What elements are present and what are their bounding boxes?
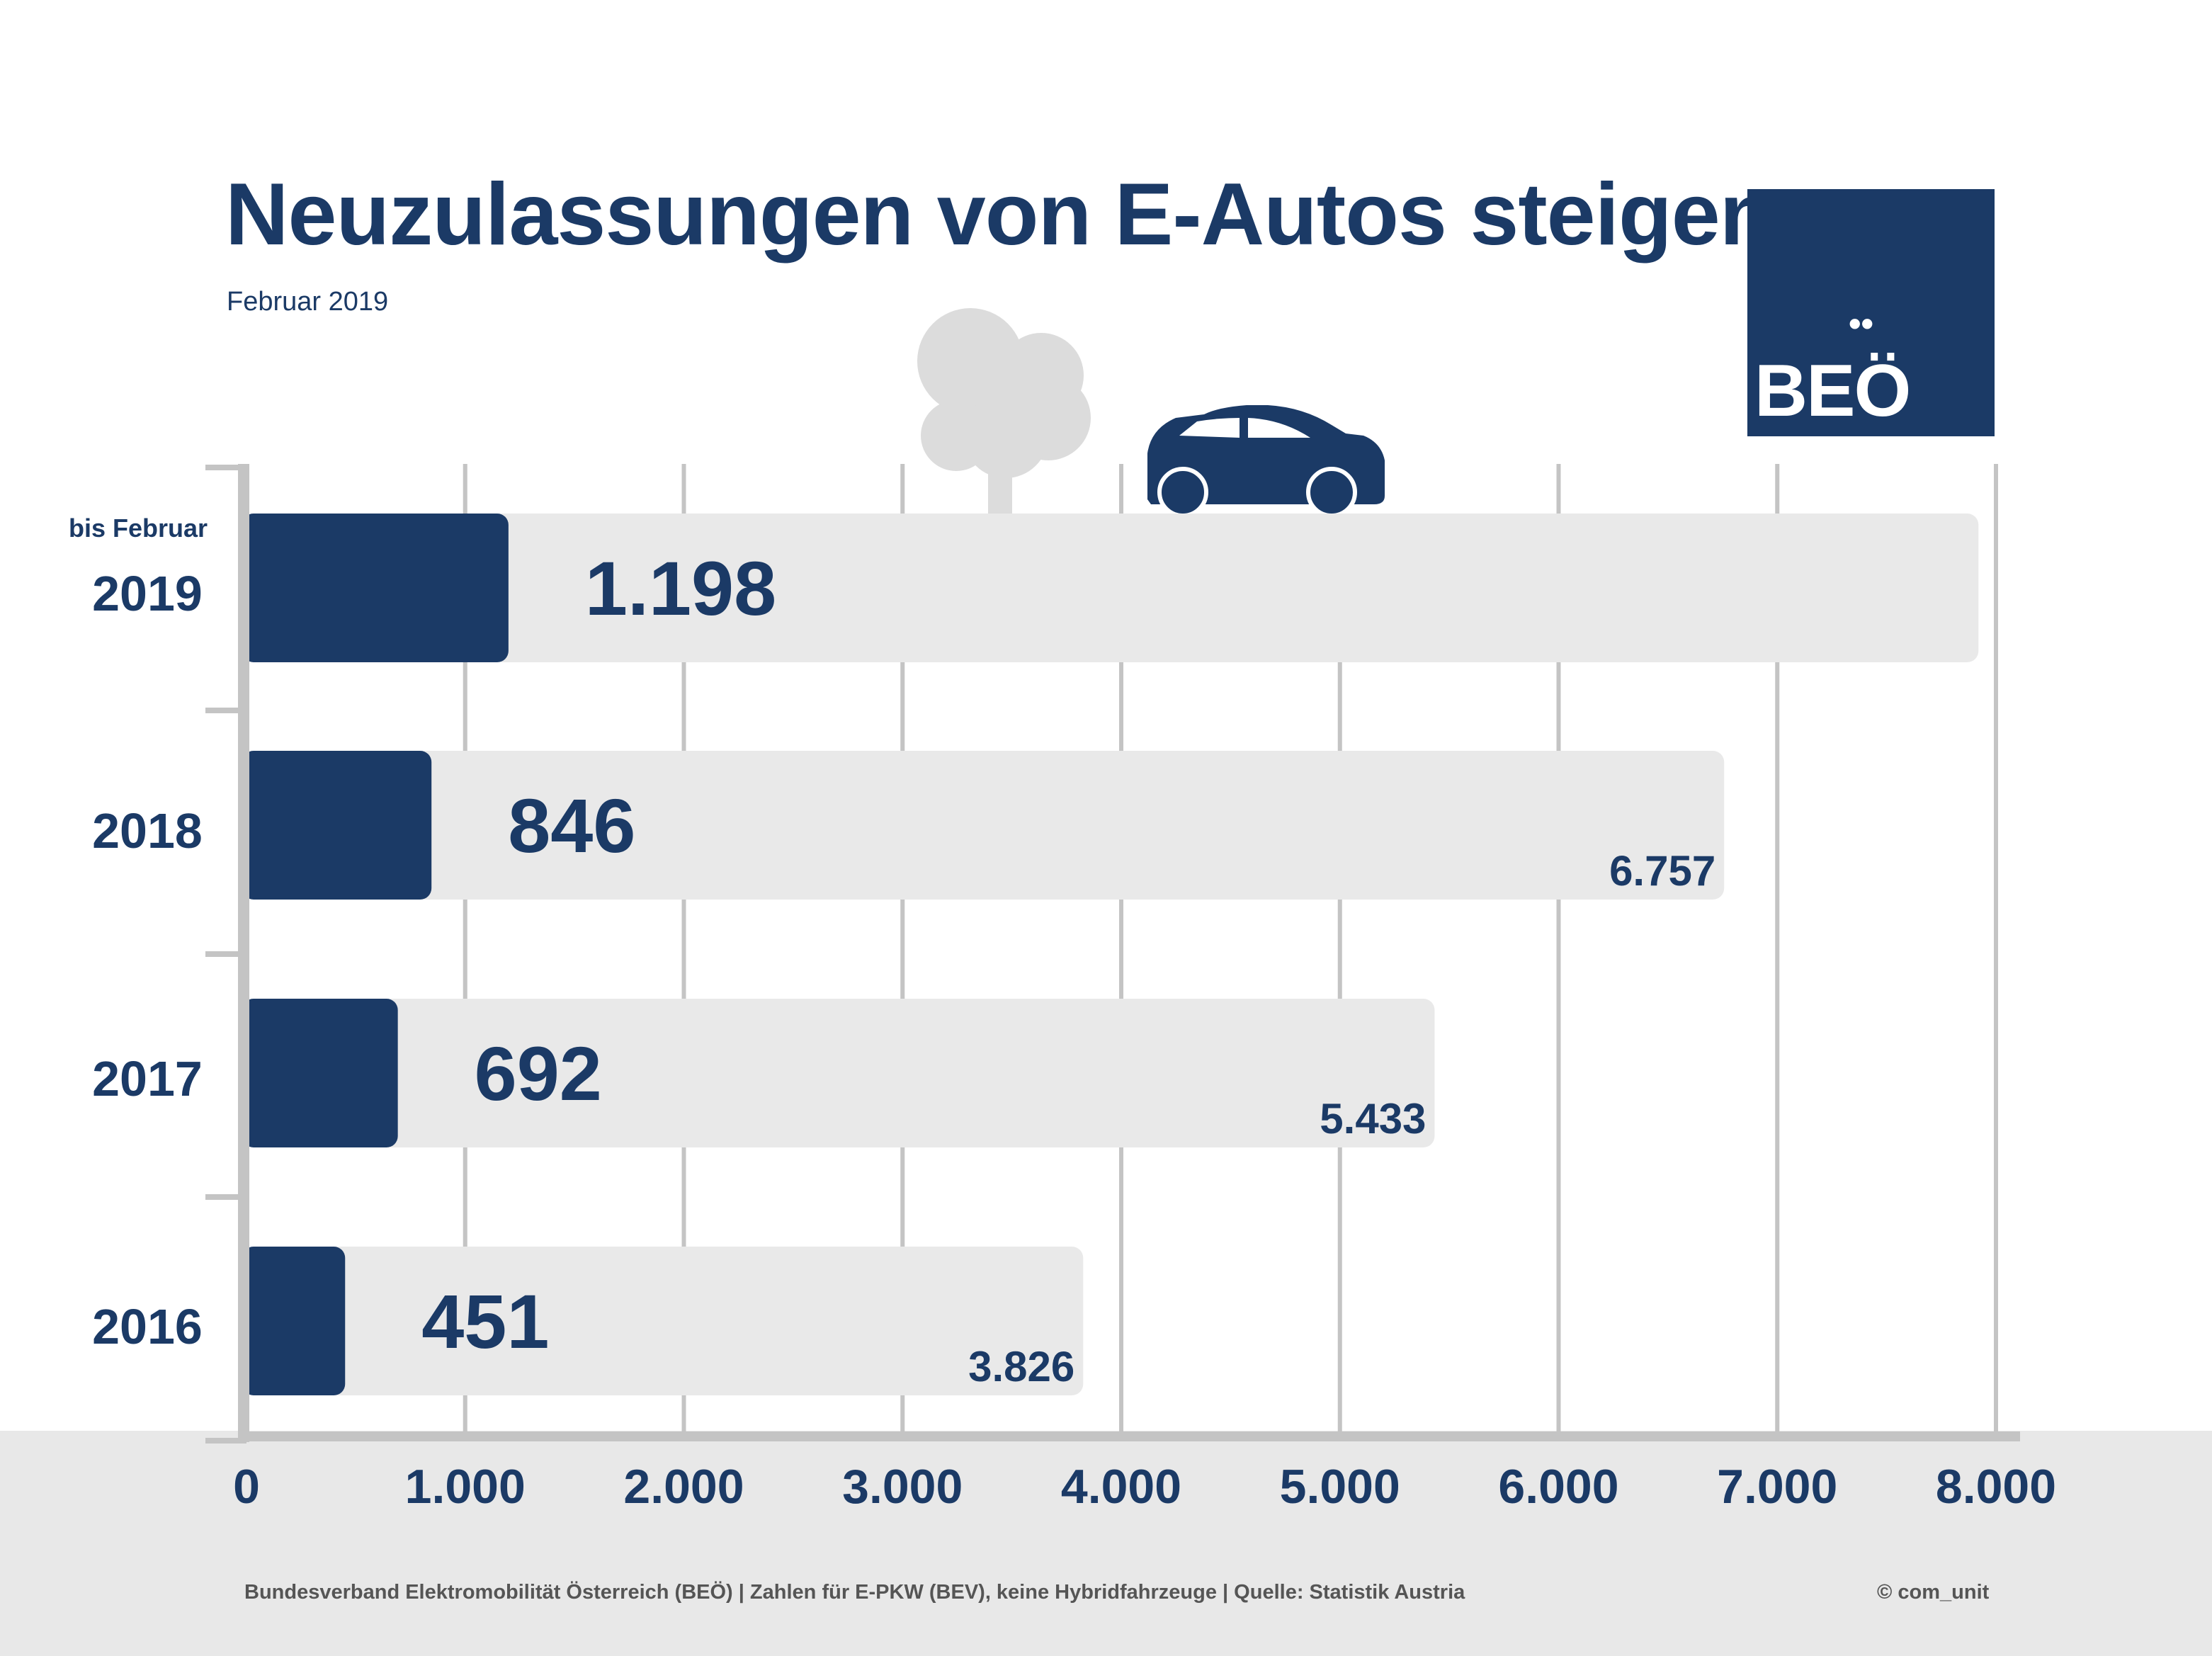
bar-part-2019 <box>242 514 509 662</box>
footer-copyright: © com_unit <box>1877 1581 1990 1604</box>
value-label-2018: 846 <box>508 783 635 868</box>
chart-title: Neuzulassungen von E-Autos steigen <box>225 166 1773 263</box>
illustration <box>917 308 1385 518</box>
beo-logo: •• BEÖ <box>1747 189 1995 436</box>
value-label-2019: 1.198 <box>585 545 776 631</box>
x-tick-label-8: 8.000 <box>1936 1460 2056 1514</box>
category-label-2018: 2018 <box>92 803 203 858</box>
footer-source: Bundesverband Elektromobilität Österreic… <box>244 1581 1465 1604</box>
value-label-2017: 692 <box>475 1031 602 1116</box>
bar-part-2016 <box>242 1247 346 1395</box>
x-tick-label-5: 5.000 <box>1280 1460 1400 1514</box>
x-tick-label-2: 2.000 <box>623 1460 744 1514</box>
axes: 2019 bis Februar 2018 2017 2016 0 1.000 2.000 3.… <box>69 464 2056 1514</box>
bar-part-2017 <box>242 999 398 1147</box>
x-tick-label-0: 0 <box>233 1460 260 1514</box>
x-tick-label-6: 6.000 <box>1498 1460 1618 1514</box>
chart-subtitle: Februar 2019 <box>227 287 389 317</box>
footer-band <box>0 1431 2212 1656</box>
x-tick-label-4: 4.000 <box>1061 1460 1181 1514</box>
x-tick-label-7: 7.000 <box>1717 1460 1837 1514</box>
x-tick-label-3: 3.000 <box>842 1460 963 1514</box>
x-tick-label-1: 1.000 <box>405 1460 526 1514</box>
logo-dots: •• <box>1849 304 1874 344</box>
car-icon <box>1147 405 1385 518</box>
category-label-2016: 2016 <box>92 1299 203 1354</box>
bar-part-2018 <box>242 751 432 900</box>
total-label-2018: 6.757 <box>1609 847 1715 895</box>
logo-text: BEÖ <box>1754 350 1911 432</box>
total-label-2016: 3.826 <box>968 1343 1074 1390</box>
category-label-2019: 2019 <box>92 566 203 621</box>
bar-total-2018 <box>242 751 1725 900</box>
bars: 1.198 846 6.757 692 5.433 451 3.826 <box>242 514 1979 1395</box>
category-note-2019: bis Februar <box>69 514 208 543</box>
bar-total-2019 <box>242 514 1979 662</box>
value-label-2016: 451 <box>421 1278 549 1364</box>
category-label-2017: 2017 <box>92 1051 203 1106</box>
total-label-2017: 5.433 <box>1320 1095 1426 1142</box>
tree-icon <box>917 308 1091 517</box>
bar-total-2016 <box>242 1247 1084 1395</box>
bar-total-2017 <box>242 999 1435 1147</box>
